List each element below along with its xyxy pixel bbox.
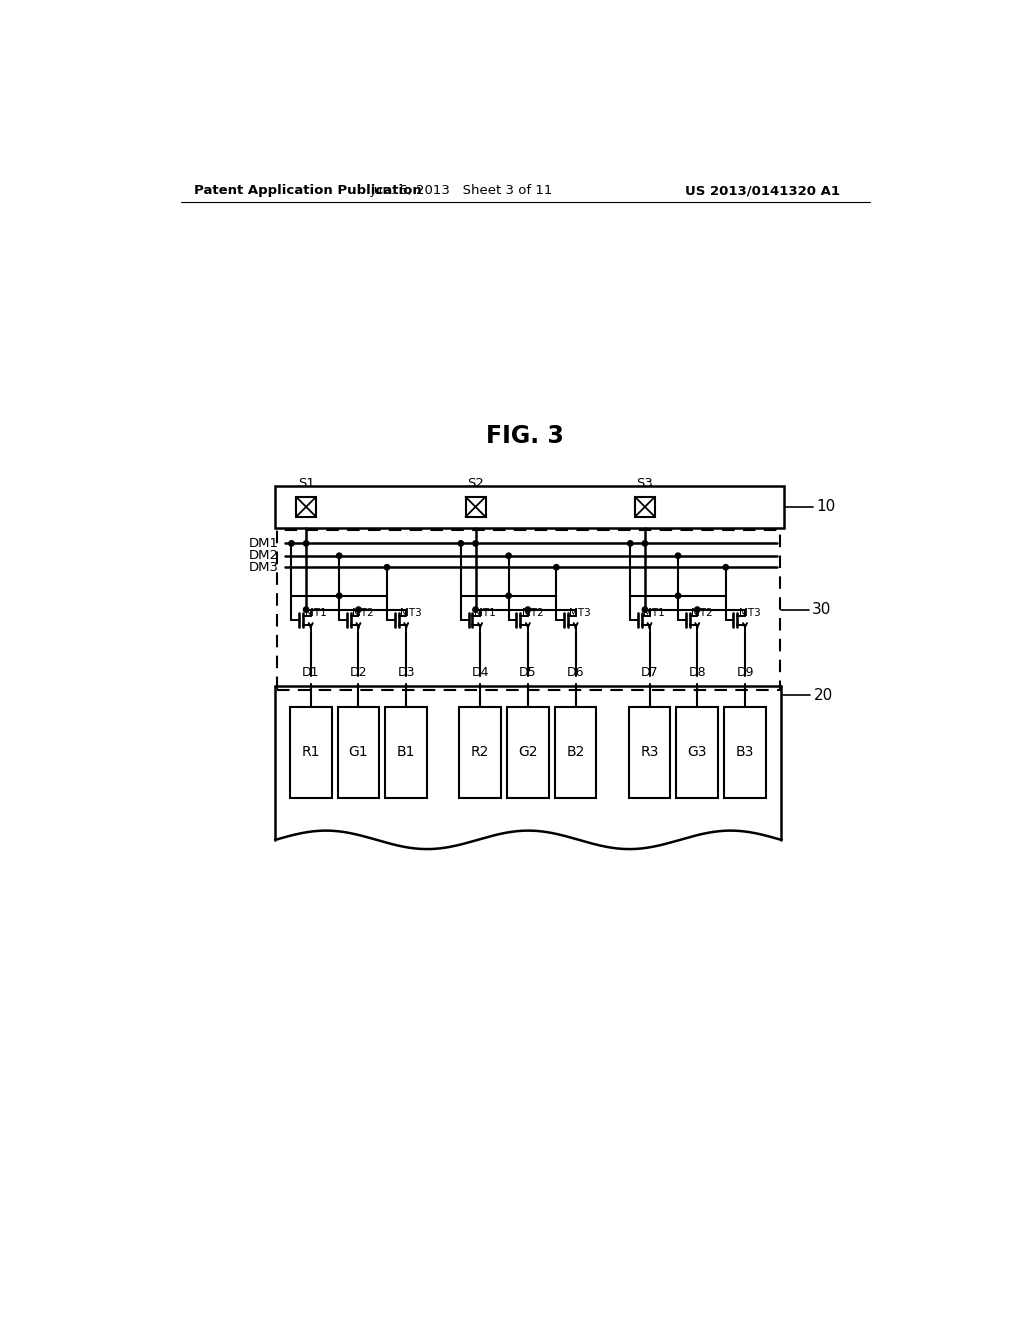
Circle shape — [525, 607, 530, 612]
Text: MT3: MT3 — [739, 609, 761, 618]
Bar — [460, 706, 501, 797]
Text: D4: D4 — [471, 665, 488, 678]
Text: MT2: MT2 — [352, 609, 374, 618]
Circle shape — [458, 541, 464, 546]
Text: US 2013/0141320 A1: US 2013/0141320 A1 — [685, 185, 840, 197]
Circle shape — [384, 565, 390, 570]
Bar — [724, 706, 766, 797]
Bar — [338, 706, 379, 797]
Text: G3: G3 — [687, 744, 707, 759]
Text: R3: R3 — [640, 744, 658, 759]
Circle shape — [628, 541, 633, 546]
Text: D3: D3 — [397, 665, 415, 678]
Bar — [507, 706, 549, 797]
Circle shape — [337, 593, 342, 598]
Text: MT1: MT1 — [304, 609, 327, 618]
Text: B1: B1 — [397, 744, 416, 759]
Text: DM1: DM1 — [249, 537, 279, 550]
Text: S1: S1 — [298, 477, 314, 490]
Circle shape — [676, 553, 681, 558]
Circle shape — [473, 541, 478, 546]
Circle shape — [554, 565, 559, 570]
Text: D2: D2 — [350, 665, 368, 678]
Text: MT2: MT2 — [691, 609, 713, 618]
Circle shape — [355, 607, 361, 612]
Text: D8: D8 — [688, 665, 707, 678]
Text: DM3: DM3 — [249, 561, 279, 574]
Text: 20: 20 — [813, 688, 833, 702]
Text: 30: 30 — [812, 602, 831, 618]
Text: 10: 10 — [816, 499, 836, 515]
Circle shape — [506, 593, 511, 598]
Bar — [385, 706, 427, 797]
Circle shape — [506, 553, 511, 558]
Circle shape — [642, 541, 647, 546]
Text: MT2: MT2 — [521, 609, 544, 618]
Text: D7: D7 — [641, 665, 658, 678]
Circle shape — [694, 607, 700, 612]
Bar — [629, 706, 671, 797]
Circle shape — [473, 607, 478, 612]
Bar — [466, 496, 485, 517]
Circle shape — [303, 541, 309, 546]
Circle shape — [723, 565, 728, 570]
Text: R2: R2 — [471, 744, 489, 759]
Text: D9: D9 — [736, 665, 754, 678]
Circle shape — [289, 541, 294, 546]
Text: R1: R1 — [301, 744, 319, 759]
Text: Jun. 6, 2013   Sheet 3 of 11: Jun. 6, 2013 Sheet 3 of 11 — [371, 185, 553, 197]
Text: B2: B2 — [566, 744, 585, 759]
Text: MT1: MT1 — [474, 609, 496, 618]
Bar — [677, 706, 718, 797]
Text: D1: D1 — [302, 665, 319, 678]
Bar — [296, 496, 316, 517]
Circle shape — [303, 607, 309, 612]
Text: Patent Application Publication: Patent Application Publication — [194, 185, 422, 197]
Text: S2: S2 — [467, 477, 484, 490]
Text: DM2: DM2 — [249, 549, 279, 562]
Text: S3: S3 — [637, 477, 653, 490]
Bar — [635, 496, 655, 517]
Bar — [555, 706, 596, 797]
Text: G1: G1 — [348, 744, 369, 759]
Text: D5: D5 — [519, 665, 537, 678]
Circle shape — [642, 607, 647, 612]
Text: G2: G2 — [518, 744, 538, 759]
Bar — [290, 706, 332, 797]
Text: MT3: MT3 — [400, 609, 422, 618]
Circle shape — [676, 593, 681, 598]
Bar — [275, 486, 783, 528]
Text: B3: B3 — [736, 744, 755, 759]
Text: FIG. 3: FIG. 3 — [485, 424, 564, 447]
Circle shape — [337, 553, 342, 558]
Text: MT1: MT1 — [643, 609, 666, 618]
Text: D6: D6 — [567, 665, 585, 678]
Text: MT3: MT3 — [569, 609, 591, 618]
Bar — [276, 529, 779, 689]
